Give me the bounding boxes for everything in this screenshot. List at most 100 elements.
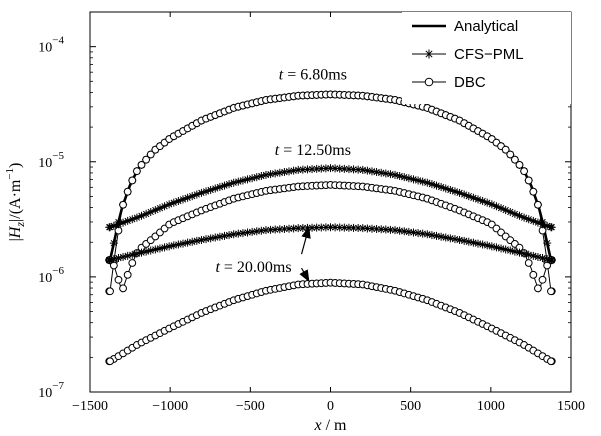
star-marker xyxy=(123,251,132,260)
star-marker xyxy=(294,224,303,233)
circle-marker xyxy=(547,357,555,366)
star-marker xyxy=(354,165,363,174)
series-star-20.00ms xyxy=(105,223,556,265)
series-star-12.50ms xyxy=(105,164,556,232)
star-marker xyxy=(137,248,146,257)
star-marker xyxy=(423,178,432,187)
circle-marker xyxy=(529,187,538,196)
star-marker xyxy=(155,204,164,213)
star-marker xyxy=(538,220,547,229)
star-marker xyxy=(192,190,201,199)
legend-circle-marker xyxy=(424,77,434,87)
star-marker xyxy=(349,165,358,174)
star-marker xyxy=(312,223,321,232)
star-marker xyxy=(358,224,367,233)
star-marker xyxy=(524,215,533,224)
y-tick-base: 10 xyxy=(38,271,52,286)
star-marker xyxy=(391,170,400,179)
star-marker xyxy=(524,250,533,259)
y-tick-base: 10 xyxy=(38,156,52,171)
star-marker xyxy=(478,197,487,206)
star-marker xyxy=(178,239,187,248)
y-tick-label: 10−7 xyxy=(38,380,64,401)
star-marker xyxy=(285,224,294,233)
x-tick-label: −1000 xyxy=(152,399,188,414)
circle-marker xyxy=(524,259,533,267)
annotation-value: = 20.00ms xyxy=(220,259,292,276)
star-marker xyxy=(501,245,510,254)
star-marker xyxy=(303,165,312,174)
star-marker xyxy=(229,178,238,187)
star-marker xyxy=(248,174,257,183)
star-marker xyxy=(404,227,413,236)
star-marker xyxy=(335,223,344,232)
y-axis-part: ) xyxy=(7,163,24,168)
star-marker xyxy=(257,226,266,235)
star-marker xyxy=(349,223,358,232)
star-marker xyxy=(211,233,220,242)
star-marker xyxy=(395,172,404,181)
star-marker xyxy=(266,170,275,179)
star-marker xyxy=(289,224,298,233)
x-tick-label: −1500 xyxy=(72,399,108,414)
star-marker xyxy=(280,225,289,234)
star-marker xyxy=(487,242,496,251)
series-line xyxy=(108,93,553,261)
y-tick-exponent: −4 xyxy=(52,35,64,47)
star-marker xyxy=(386,225,395,234)
star-marker xyxy=(312,164,321,173)
star-marker xyxy=(354,224,363,233)
star-marker xyxy=(358,165,367,174)
star-marker xyxy=(289,166,298,175)
star-marker xyxy=(395,226,404,235)
circle-marker xyxy=(506,150,515,159)
annotation-value: = 12.50ms xyxy=(279,142,351,159)
star-marker xyxy=(137,211,146,220)
x-axis-var: x xyxy=(314,417,322,434)
star-marker xyxy=(202,187,211,196)
series-star-6.80ms xyxy=(105,90,556,265)
star-marker xyxy=(321,223,330,232)
star-marker xyxy=(432,231,441,240)
star-marker xyxy=(165,242,174,251)
star-marker xyxy=(238,176,247,185)
y-tick-exponent: −7 xyxy=(52,380,64,392)
star-marker xyxy=(106,256,115,265)
x-axis-label: x / m xyxy=(314,417,348,434)
legend-background xyxy=(402,12,571,104)
star-marker xyxy=(506,207,515,216)
series-circle-12.50ms xyxy=(105,180,556,293)
star-marker xyxy=(510,247,519,256)
star-marker xyxy=(275,225,284,234)
circle-marker xyxy=(534,200,542,209)
legend-item: CFS−PML xyxy=(412,46,524,63)
star-marker xyxy=(506,246,515,255)
star-marker xyxy=(367,224,376,233)
y-tick-base: 10 xyxy=(38,41,52,56)
star-marker xyxy=(252,227,261,236)
star-marker xyxy=(455,188,464,197)
circle-marker xyxy=(142,155,151,164)
star-marker xyxy=(257,172,266,181)
star-marker xyxy=(363,224,372,233)
star-marker xyxy=(520,249,529,258)
star-marker xyxy=(119,218,128,227)
star-marker xyxy=(294,165,303,174)
circle-marker xyxy=(547,287,555,296)
star-marker xyxy=(464,192,473,201)
circle-marker xyxy=(106,357,114,366)
star-marker xyxy=(391,226,400,235)
star-marker xyxy=(501,206,510,215)
star-marker xyxy=(432,181,441,190)
annotation-label: t = 6.80ms xyxy=(279,66,347,83)
star-marker xyxy=(308,165,317,174)
star-marker xyxy=(450,235,459,244)
star-marker xyxy=(340,164,349,173)
star-marker xyxy=(192,236,201,245)
star-marker xyxy=(344,165,353,174)
star-marker xyxy=(109,255,118,264)
star-marker xyxy=(455,235,464,244)
legend-star-marker xyxy=(424,49,434,59)
legend-item: Analytical xyxy=(412,18,518,35)
